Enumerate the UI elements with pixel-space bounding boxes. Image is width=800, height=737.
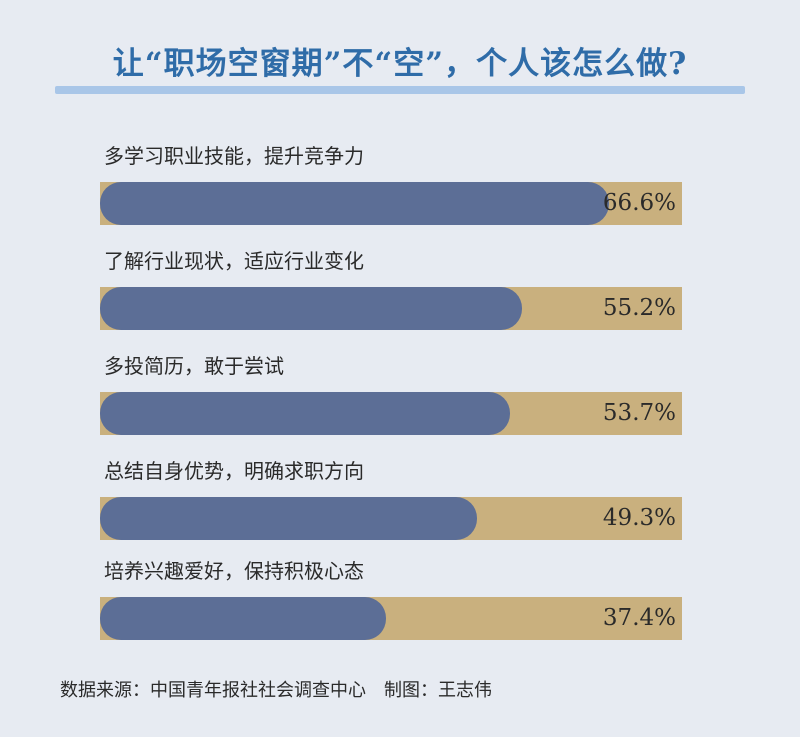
bar-row: 了解行业现状，适应行业变化 55.2% [0,245,800,345]
data-label: 53.7% [602,400,676,426]
category-label: 多投简历，敢于尝试 [104,354,284,378]
data-label: 49.3% [602,505,676,531]
category-label: 了解行业现状，适应行业变化 [104,249,364,273]
data-label: 55.2% [602,295,676,321]
bar-row: 多学习职业技能，提升竞争力 66.6% [0,140,800,240]
bar [100,287,522,330]
bar-track: 49.3% [100,497,682,540]
title-underline [55,86,745,94]
bar-row: 培养兴趣爱好，保持积极心态 37.4% [0,555,800,655]
data-label: 37.4% [602,605,676,631]
bar [100,392,510,435]
category-label: 多学习职业技能，提升竞争力 [104,144,364,168]
bar [100,597,386,640]
category-label: 总结自身优势，明确求职方向 [104,459,364,483]
data-label: 66.6% [602,190,676,216]
bar-row: 总结自身优势，明确求职方向 49.3% [0,455,800,555]
bar-track: 55.2% [100,287,682,330]
bar-track: 66.6% [100,182,682,225]
source-note: 数据来源：中国青年报社社会调查中心 制图：王志伟 [60,680,492,701]
chart-title: 让“职场空窗期”不“空”，个人该怎么做? [112,46,688,82]
category-label: 培养兴趣爱好，保持积极心态 [104,559,364,583]
bar-track: 37.4% [100,597,682,640]
bar [100,497,477,540]
bar [100,182,609,225]
bar-row: 多投简历，敢于尝试 53.7% [0,350,800,450]
bar-track: 53.7% [100,392,682,435]
